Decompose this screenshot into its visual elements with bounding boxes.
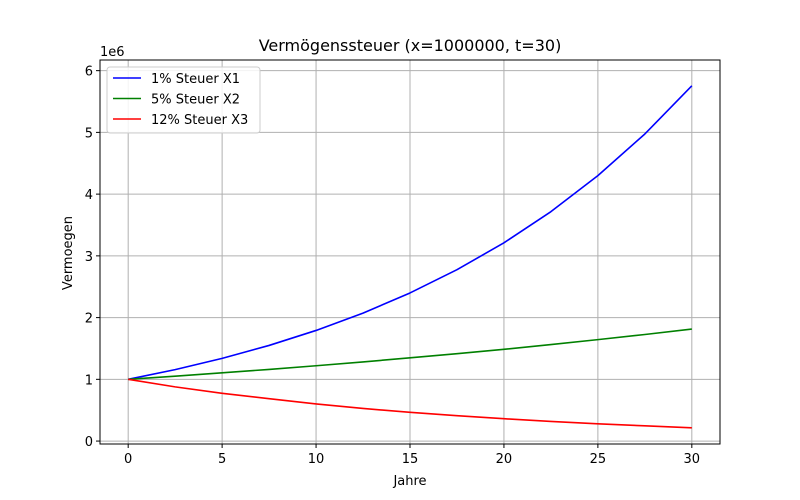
x-axis-label: Jahre: [392, 474, 426, 489]
x-tick-label: 15: [402, 452, 419, 467]
y-tick-label: 1: [85, 373, 93, 388]
y-axis-offset-label: 1e6: [100, 45, 125, 60]
legend-label-2: 5% Steuer X2: [151, 93, 240, 108]
x-tick-label: 25: [590, 452, 607, 467]
x-tick-label: 10: [308, 452, 325, 467]
series-line-3: [128, 378, 692, 429]
y-tick-label: 5: [85, 126, 93, 141]
x-tick-label: 5: [218, 452, 226, 467]
y-tick-label: 0: [85, 435, 93, 450]
chart-title: Vermögenssteuer (x=1000000, t=30): [259, 36, 562, 55]
x-tick-label: 30: [684, 452, 701, 467]
grid: [100, 60, 720, 444]
y-tick-label: 6: [85, 65, 93, 80]
x-tick-label: 0: [124, 452, 132, 467]
x-tick-label: 20: [496, 452, 513, 467]
y-axis-label: Vermoegen: [61, 216, 76, 290]
series-line-2: [128, 328, 692, 381]
legend-label-3: 12% Steuer X3: [151, 113, 248, 128]
y-tick-label: 2: [85, 312, 93, 327]
legend: 1% Steuer X1 5% Steuer X2 12% Steuer X3: [106, 66, 261, 134]
legend-box: [106, 66, 261, 134]
series-line-1: [128, 85, 693, 381]
axis-ticks: 0 5 10 15 20 25 30 0 1 2 3 4 5 6: [85, 65, 700, 467]
y-tick-label: 4: [85, 188, 93, 203]
y-tick-label: 3: [85, 250, 93, 265]
series-lines: [128, 85, 693, 429]
legend-label-1: 1% Steuer X1: [151, 72, 240, 87]
